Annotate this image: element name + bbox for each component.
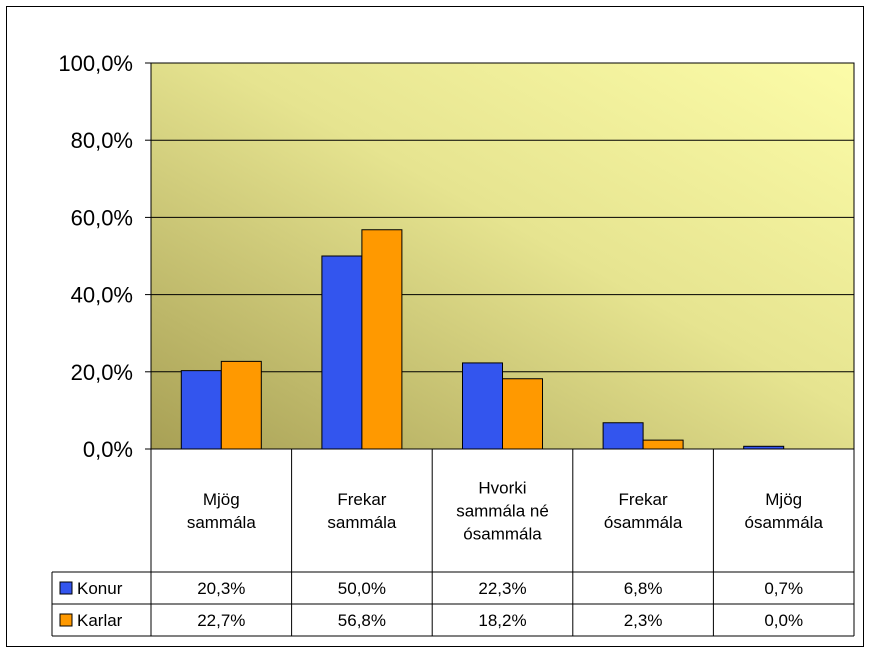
- category-label: Hvorki: [478, 479, 526, 498]
- bar-konur: [743, 445, 785, 450]
- data-label: 50,0%: [338, 579, 386, 598]
- category-label: ósammála: [744, 513, 823, 532]
- bar-karlar: [361, 229, 403, 450]
- bar-konur: [602, 422, 644, 450]
- category-label: Mjög: [765, 490, 802, 509]
- y-tick-label: 20,0%: [71, 360, 133, 385]
- category-label: ósammála: [463, 525, 542, 544]
- category-label: sammála: [187, 513, 257, 532]
- data-label: 22,3%: [478, 579, 526, 598]
- data-table: Mjög sammála Frekar sammála Hvorki sammála né…: [51, 449, 855, 637]
- data-label: 18,2%: [478, 611, 526, 630]
- y-tick-label: 60,0%: [71, 205, 133, 230]
- category-label: ósammála: [604, 513, 683, 532]
- data-label: 2,3%: [624, 611, 663, 630]
- y-tick-label: 40,0%: [71, 283, 133, 308]
- legend-label: Karlar: [77, 611, 123, 630]
- bar-konur: [180, 370, 222, 450]
- data-label: 22,7%: [197, 611, 245, 630]
- category-label: Frekar: [337, 490, 386, 509]
- data-label: 0,7%: [764, 579, 803, 598]
- category-label: Mjög: [203, 490, 240, 509]
- legend-key-konur: [59, 581, 73, 595]
- bars: [180, 229, 785, 450]
- bar-konur: [321, 255, 363, 450]
- y-tick-label: 100,0%: [58, 51, 133, 76]
- bar-karlar: [642, 439, 684, 450]
- legend-label: Konur: [77, 579, 123, 598]
- category-label: Frekar: [619, 490, 668, 509]
- category-label: sammála né: [456, 502, 549, 521]
- data-label: 6,8%: [624, 579, 663, 598]
- y-tick-label: 0,0%: [83, 437, 133, 462]
- data-label: 20,3%: [197, 579, 245, 598]
- data-label: 0,0%: [764, 611, 803, 630]
- bar-karlar: [220, 360, 262, 450]
- bar-karlar: [502, 378, 543, 450]
- category-label: sammála: [327, 513, 397, 532]
- legend-key-karlar: [59, 613, 73, 627]
- y-tick-label: 80,0%: [71, 128, 133, 153]
- data-label: 56,8%: [338, 611, 386, 630]
- y-axis: 0,0% 20,0% 40,0% 60,0% 80,0% 100,0%: [58, 51, 151, 462]
- bar-konur: [462, 362, 503, 450]
